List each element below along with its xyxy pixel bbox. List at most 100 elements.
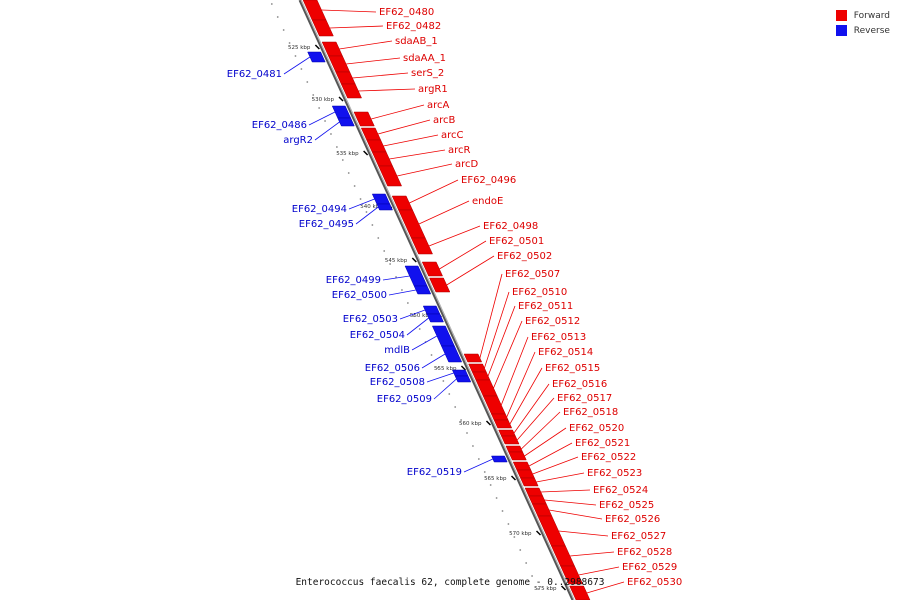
reverse-label-EF62_0494: EF62_0494 [292, 204, 347, 215]
reverse-leader-EF62_0495 [355, 206, 379, 225]
reverse-leader-EF62_0506 [421, 353, 446, 369]
forward-label-EF62_0528: EF62_0528 [617, 547, 672, 558]
reverse-leader-EF62_0519 [463, 458, 494, 473]
track-dot [448, 393, 451, 395]
track-dot [513, 536, 516, 538]
reverse-gene-EF62_0506 [441, 345, 463, 363]
track-dot [341, 159, 344, 161]
kbp-tick-label: 540 kbp [360, 204, 383, 210]
legend-reverse-label: Reverse [853, 25, 890, 36]
reverse-label-EF62_0499: EF62_0499 [326, 275, 381, 286]
track-dot [442, 380, 445, 382]
forward-leader-arcD [396, 163, 453, 177]
reverse-gene-argR2 [337, 117, 355, 127]
forward-label-EF62_0507: EF62_0507 [505, 269, 560, 280]
forward-gene-EF62_0529 [560, 565, 584, 585]
forward-gene-EF62_0516 [498, 429, 516, 437]
track-dot [300, 68, 303, 70]
kbp-tick-label: 565 kbp [484, 476, 507, 482]
forward-leader-argR1 [358, 88, 416, 92]
forward-leader-arcB [377, 119, 431, 135]
reverse-gene-EF62_0509 [454, 375, 472, 383]
gene-features [302, 0, 591, 600]
reverse-leader-mdlB [411, 335, 438, 351]
reverse-leader-EF62_0504 [406, 317, 429, 336]
forward-label-EF62_0482: EF62_0482 [386, 21, 441, 32]
reverse-label-EF62_0500: EF62_0500 [332, 290, 387, 301]
kbp-tick-label: 545 kbp [385, 258, 408, 264]
forward-leader-EF62_0482 [329, 25, 384, 29]
track-dot [294, 55, 297, 57]
reverse-leader-EF62_0494 [348, 198, 375, 210]
forward-label-arcC: arcC [441, 130, 464, 141]
forward-leader-EF62_0515 [509, 367, 543, 425]
kbp-tick-label: 530 kbp [312, 97, 335, 103]
forward-label-EF62_0501: EF62_0501 [489, 236, 544, 247]
forward-label-arcR: arcR [448, 145, 471, 156]
reverse-label-EF62_0504: EF62_0504 [350, 330, 405, 341]
forward-leader-EF62_0498 [428, 225, 481, 247]
track-dot [537, 588, 539, 590]
track-dot [324, 120, 326, 122]
kbp-tick-mark [314, 44, 320, 50]
forward-gene-EF62_0525 [528, 495, 547, 505]
forward-gene-argR1 [340, 83, 362, 99]
forward-gene-EF62_0521 [512, 461, 532, 471]
track-dot [347, 172, 350, 174]
reverse-leader-EF62_0509 [433, 378, 457, 400]
reverse-gene-EF62_0495 [376, 203, 393, 211]
forward-label-EF62_0530: EF62_0530 [627, 577, 682, 588]
kbp-tick-mark [485, 420, 491, 426]
forward-leader-EF62_0517 [516, 397, 555, 441]
reverse-leader-EF62_0499 [382, 275, 410, 281]
reverse-leader-EF62_0481 [283, 56, 311, 75]
forward-label-EF62_0529: EF62_0529 [622, 562, 677, 573]
forward-leader-EF62_0516 [513, 383, 550, 434]
kbp-tick-mark [363, 150, 369, 156]
track-dot [472, 445, 474, 447]
track-dot [276, 16, 279, 18]
forward-gene-EF62_0524 [524, 487, 544, 497]
track-dot [466, 432, 468, 434]
track-dot [306, 81, 309, 83]
forward-gene-EF62_0514 [490, 413, 509, 421]
track-dot [418, 328, 421, 330]
kbp-tick-label: 575 kbp [534, 586, 557, 592]
forward-gene-EF62_0515 [493, 419, 513, 429]
track-dot [436, 367, 439, 369]
kbp-tick-label: 550 kbp [410, 313, 433, 319]
forward-leader-EF62_0524 [540, 489, 591, 493]
forward-label-endoE: endoE [472, 196, 503, 207]
reverse-label-mdlB: mdlB [384, 345, 410, 356]
track-dot [312, 94, 315, 96]
forward-swatch [835, 10, 847, 21]
forward-gene-EF62_0510 [468, 363, 487, 373]
reverse-gene-EF62_0508 [451, 369, 469, 377]
forward-leader-endoE [418, 200, 470, 225]
track-dot [383, 250, 386, 252]
track-dot [395, 276, 397, 278]
forward-label-serS_2: serS_2 [411, 68, 444, 79]
forward-gene-EF62_0523 [520, 477, 539, 487]
forward-label-arcB: arcB [433, 115, 456, 126]
genome-backbone [298, 0, 575, 600]
forward-leader-EF62_0480 [321, 9, 377, 13]
forward-gene-EF62_0511 [471, 371, 491, 381]
forward-gene-arcD [378, 165, 403, 187]
forward-label-EF62_0514: EF62_0514 [538, 347, 593, 358]
kbp-ticks: 525 kbp 530 kbp 535 kbp 540 kbp 545 kbp 550 k… [288, 44, 567, 592]
forward-label-EF62_0524: EF62_0524 [593, 485, 648, 496]
forward-leader-EF62_0512 [493, 320, 523, 389]
forward-leader-EF62_0507 [479, 273, 503, 359]
kbp-tick-mark [460, 365, 466, 371]
outer-dot-track [270, 3, 539, 590]
forward-gene-EF62_0482 [311, 19, 334, 37]
reverse-leader-EF62_0486 [308, 111, 336, 126]
forward-label-EF62_0511: EF62_0511 [518, 301, 573, 312]
forward-leader-EF62_0522 [532, 456, 579, 475]
kbp-tick-label: 525 kbp [288, 45, 311, 51]
track-dot [477, 458, 480, 460]
reverse-gene-EF62_0519 [491, 455, 508, 463]
forward-leader-EF62_0525 [544, 499, 597, 506]
